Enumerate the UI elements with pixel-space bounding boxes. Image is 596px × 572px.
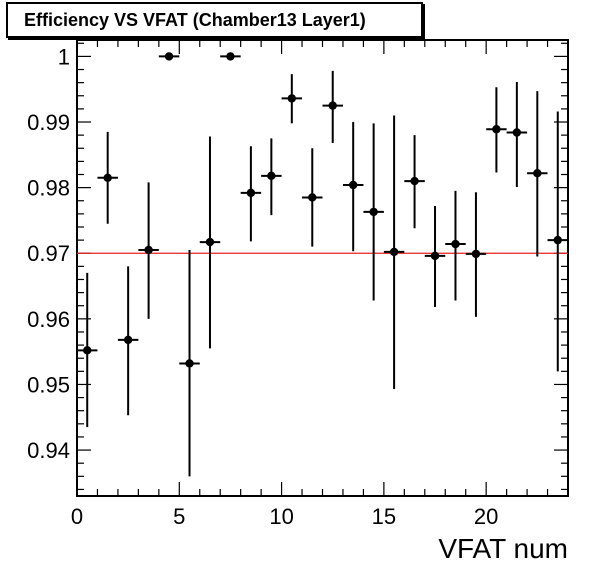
data-point xyxy=(527,91,548,257)
marker xyxy=(226,52,235,61)
y-tick-label: 0.99 xyxy=(27,110,70,135)
marker xyxy=(103,173,112,182)
marker xyxy=(185,359,194,368)
data-point xyxy=(117,266,139,416)
plot-frame xyxy=(76,39,569,497)
marker xyxy=(369,207,378,217)
marker xyxy=(205,237,215,247)
data-point xyxy=(547,111,568,372)
chart-title: Efficiency VS VFAT (Chamber13 Layer1) xyxy=(24,10,366,30)
marker xyxy=(164,52,174,61)
marker xyxy=(328,101,337,110)
y-tick-label: 0.98 xyxy=(27,176,70,201)
data-point xyxy=(281,74,303,124)
marker xyxy=(348,180,358,190)
marker xyxy=(389,247,399,257)
x-tick-label: 20 xyxy=(474,504,498,529)
marker xyxy=(144,245,153,255)
x-tick-label: 15 xyxy=(372,504,396,529)
y-tick-label: 0.95 xyxy=(27,372,70,397)
data-point xyxy=(506,81,528,187)
data-point xyxy=(404,135,425,229)
data-point xyxy=(342,122,364,252)
y-tick-label: 1 xyxy=(58,44,70,69)
marker xyxy=(553,235,562,245)
title-box: Efficiency VS VFAT (Chamber13 Layer1) xyxy=(6,2,423,38)
data-point xyxy=(97,131,118,224)
marker xyxy=(533,168,542,178)
data-point xyxy=(445,190,466,301)
data-point xyxy=(383,115,405,390)
data-point xyxy=(261,138,282,216)
data-point xyxy=(220,52,241,61)
y-tick-label: 0.94 xyxy=(27,438,70,463)
marker xyxy=(83,346,92,355)
marker xyxy=(267,171,276,181)
x-axis-title: VFAT num xyxy=(438,533,568,564)
data-point xyxy=(486,87,507,173)
x-tick-label: 5 xyxy=(173,504,185,529)
data-point xyxy=(424,205,446,308)
y-tick-label: 0.97 xyxy=(27,241,70,266)
data-point xyxy=(240,146,262,242)
data-point xyxy=(199,136,221,349)
marker xyxy=(410,176,419,186)
marker xyxy=(430,251,440,261)
marker xyxy=(471,249,481,259)
data-point xyxy=(77,272,98,428)
data-point xyxy=(302,148,323,247)
y-tick-label: 0.96 xyxy=(27,307,70,332)
marker xyxy=(512,128,522,137)
data-point xyxy=(138,182,159,319)
data-point xyxy=(465,192,487,317)
marker xyxy=(308,193,317,202)
marker xyxy=(246,188,256,198)
data-point xyxy=(363,123,384,301)
x-tick-label: 10 xyxy=(269,504,293,529)
marker xyxy=(492,125,501,134)
x-tick-label: 0 xyxy=(71,504,83,529)
data-point xyxy=(179,249,200,477)
marker xyxy=(287,94,297,103)
data-point xyxy=(322,70,343,144)
marker xyxy=(123,335,133,345)
marker xyxy=(451,239,460,249)
data-point xyxy=(158,52,180,61)
